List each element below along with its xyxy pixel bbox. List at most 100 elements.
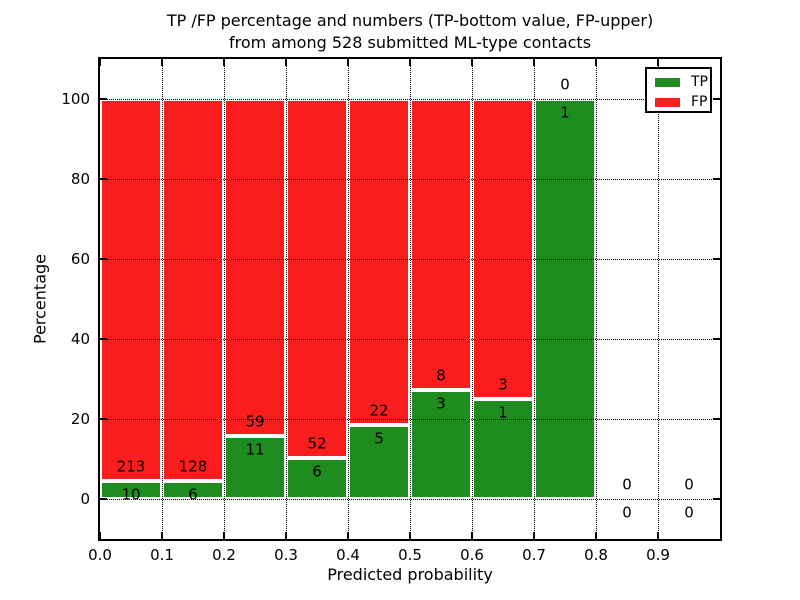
tp-count-label: 10 <box>121 485 141 504</box>
gridline-horizontal <box>100 419 720 420</box>
gridline-vertical <box>534 59 535 539</box>
y-tick-left <box>100 258 107 260</box>
x-axis-label: Predicted probability <box>327 565 493 584</box>
bar-fp-segment <box>162 99 224 482</box>
bar-tp-segment <box>534 99 596 499</box>
chart-title-line1: TP /FP percentage and numbers (TP-bottom… <box>166 11 654 30</box>
y-tick-label: 80 <box>70 170 90 188</box>
fp-count-label: 128 <box>178 457 208 476</box>
gridline-horizontal <box>100 99 720 100</box>
y-tick-left <box>100 418 107 420</box>
fp-count-label: 52 <box>307 434 327 453</box>
y-tick-right <box>713 178 720 180</box>
tp-count-label: 5 <box>374 429 384 448</box>
y-tick-left <box>100 498 107 500</box>
bar-fp-segment <box>348 99 410 425</box>
legend-fp-label: FP <box>691 94 708 110</box>
legend-fp-swatch-icon <box>655 98 680 107</box>
x-tick-top <box>285 59 287 66</box>
x-tick-label: 0.0 <box>88 546 112 564</box>
fp-count-label: 0 <box>684 475 694 494</box>
y-tick-right <box>713 98 720 100</box>
fp-count-label: 213 <box>116 457 146 476</box>
gridline-horizontal <box>100 259 720 260</box>
x-tick-top <box>471 59 473 66</box>
x-tick-bottom <box>595 532 597 539</box>
tp-count-label: 1 <box>498 403 508 422</box>
x-tick-label: 0.3 <box>274 546 298 564</box>
tp-count-label: 0 <box>684 503 694 522</box>
x-tick-top <box>595 59 597 66</box>
x-tick-top <box>657 59 659 66</box>
gridline-vertical <box>162 59 163 539</box>
y-tick-label: 100 <box>61 90 90 108</box>
y-tick-label: 20 <box>70 410 90 428</box>
gridline-vertical <box>658 59 659 539</box>
x-tick-top <box>161 59 163 66</box>
legend-item-tp: TP <box>647 74 710 90</box>
x-tick-label: 0.1 <box>150 546 174 564</box>
fp-count-label: 8 <box>436 366 446 385</box>
x-tick-top <box>223 59 225 66</box>
x-tick-label: 0.4 <box>336 546 360 564</box>
y-tick-label: 40 <box>70 330 90 348</box>
x-tick-label: 0.7 <box>522 546 546 564</box>
bar-fp-segment <box>224 99 286 437</box>
tp-count-label: 11 <box>245 440 265 459</box>
y-tick-left <box>100 178 107 180</box>
x-tick-bottom <box>409 532 411 539</box>
chart-title-line2: from among 528 submitted ML-type contact… <box>228 33 592 52</box>
x-tick-top <box>347 59 349 66</box>
x-tick-top <box>99 59 101 66</box>
bar-fp-segment <box>410 99 472 390</box>
gridline-vertical <box>596 59 597 539</box>
bar-tp-segment <box>410 389 472 499</box>
bar-tp-segment <box>472 399 534 499</box>
legend-tp-swatch-icon <box>655 78 680 87</box>
fp-count-label: 22 <box>369 401 389 420</box>
x-tick-bottom <box>657 532 659 539</box>
x-tick-top <box>533 59 535 66</box>
x-tick-label: 0.2 <box>212 546 236 564</box>
y-tick-right <box>713 418 720 420</box>
legend: TP FP <box>645 67 712 113</box>
x-tick-bottom <box>533 532 535 539</box>
bar-tp-segment <box>348 424 410 499</box>
y-tick-right <box>713 338 720 340</box>
fp-count-label: 59 <box>245 412 265 431</box>
fp-count-label: 0 <box>622 475 632 494</box>
fp-count-label: 0 <box>560 75 570 94</box>
y-tick-left <box>100 338 107 340</box>
tp-count-label: 3 <box>436 394 446 413</box>
gridline-horizontal <box>100 179 720 180</box>
y-tick-right <box>713 258 720 260</box>
gridline-vertical <box>348 59 349 539</box>
bar-fp-segment <box>472 99 534 399</box>
x-tick-label: 0.6 <box>460 546 484 564</box>
chart-title: TP /FP percentage and numbers (TP-bottom… <box>20 10 800 54</box>
tp-count-label: 0 <box>622 503 632 522</box>
x-tick-label: 0.5 <box>398 546 422 564</box>
bar-fp-segment <box>100 99 162 482</box>
gridline-vertical <box>286 59 287 539</box>
x-tick-bottom <box>223 532 225 539</box>
legend-item-fp: FP <box>647 94 710 110</box>
bar-tp-segment <box>286 457 348 499</box>
legend-tp-label: TP <box>691 74 708 90</box>
x-tick-bottom <box>471 532 473 539</box>
x-tick-bottom <box>285 532 287 539</box>
tp-count-label: 6 <box>312 462 322 481</box>
tp-count-label: 1 <box>560 103 570 122</box>
x-tick-bottom <box>161 532 163 539</box>
x-tick-bottom <box>347 532 349 539</box>
x-tick-label: 0.8 <box>584 546 608 564</box>
x-tick-bottom <box>99 532 101 539</box>
gridline-vertical <box>410 59 411 539</box>
y-tick-left <box>100 98 107 100</box>
bar-tp-segment <box>224 436 286 499</box>
gridline-horizontal <box>100 339 720 340</box>
bar-tp-segment <box>162 481 224 499</box>
bar-fp-segment <box>286 99 348 458</box>
gridline-vertical <box>472 59 473 539</box>
